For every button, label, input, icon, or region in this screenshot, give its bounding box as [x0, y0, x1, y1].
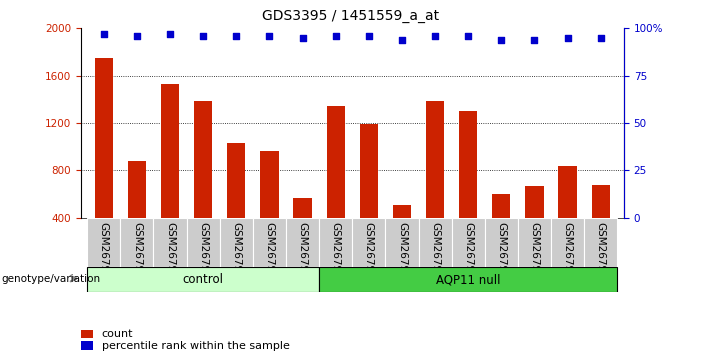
- Point: [165, 31, 176, 37]
- Bar: [451, 218, 485, 267]
- Text: GSM267989: GSM267989: [496, 222, 506, 285]
- Point: [98, 31, 109, 37]
- Text: GSM267980: GSM267980: [99, 222, 109, 285]
- Bar: [128, 161, 146, 218]
- Text: count: count: [102, 329, 133, 339]
- Point: [595, 35, 606, 41]
- Text: GSM267987: GSM267987: [430, 222, 440, 285]
- Bar: [186, 218, 219, 267]
- Point: [131, 33, 142, 39]
- Bar: [95, 58, 113, 218]
- Text: GDS3395 / 1451559_a_at: GDS3395 / 1451559_a_at: [262, 9, 439, 23]
- Bar: [418, 218, 451, 267]
- Point: [198, 33, 209, 39]
- Text: GSM267994: GSM267994: [297, 222, 308, 285]
- Point: [231, 33, 242, 39]
- Point: [264, 33, 275, 39]
- Bar: [525, 186, 543, 218]
- Bar: [253, 218, 286, 267]
- Bar: [360, 124, 378, 218]
- Text: genotype/variation: genotype/variation: [1, 274, 100, 284]
- Text: GSM267985: GSM267985: [397, 222, 407, 285]
- Point: [529, 37, 540, 42]
- Point: [363, 33, 374, 39]
- Bar: [492, 194, 510, 218]
- Bar: [161, 84, 179, 218]
- Text: control: control: [183, 273, 224, 286]
- Bar: [286, 218, 319, 267]
- Bar: [353, 218, 386, 267]
- Bar: [81, 341, 93, 350]
- Bar: [592, 184, 610, 218]
- Bar: [386, 218, 418, 267]
- Text: GSM267986: GSM267986: [198, 222, 208, 285]
- Bar: [551, 218, 584, 267]
- Point: [562, 35, 573, 41]
- Bar: [121, 218, 154, 267]
- Bar: [327, 107, 345, 218]
- Bar: [459, 111, 477, 218]
- Point: [330, 33, 341, 39]
- Text: percentile rank within the sample: percentile rank within the sample: [102, 341, 290, 350]
- Bar: [81, 330, 93, 338]
- Bar: [319, 267, 618, 292]
- Text: GSM267984: GSM267984: [364, 222, 374, 285]
- Text: AQP11 null: AQP11 null: [436, 273, 501, 286]
- Text: GSM267983: GSM267983: [165, 222, 175, 285]
- Point: [297, 35, 308, 41]
- Bar: [426, 101, 444, 218]
- Bar: [260, 152, 278, 218]
- Text: GSM267982: GSM267982: [132, 222, 142, 285]
- Text: GSM267991: GSM267991: [264, 222, 274, 285]
- Point: [463, 33, 474, 39]
- Bar: [194, 101, 212, 218]
- Bar: [227, 143, 245, 218]
- Text: GSM267992: GSM267992: [529, 222, 540, 285]
- Bar: [154, 218, 186, 267]
- Bar: [87, 267, 319, 292]
- Text: GSM267981: GSM267981: [331, 222, 341, 285]
- Text: GSM267990: GSM267990: [231, 222, 241, 285]
- Bar: [219, 218, 253, 267]
- Bar: [485, 218, 518, 267]
- Text: GSM267995: GSM267995: [596, 222, 606, 285]
- Bar: [559, 166, 577, 218]
- Bar: [319, 218, 353, 267]
- Text: GSM267993: GSM267993: [563, 222, 573, 285]
- Point: [430, 33, 441, 39]
- Bar: [393, 205, 411, 218]
- Bar: [294, 198, 312, 218]
- Point: [396, 37, 407, 42]
- Bar: [584, 218, 618, 267]
- Bar: [87, 218, 121, 267]
- Bar: [518, 218, 551, 267]
- Point: [496, 37, 507, 42]
- Text: GSM267988: GSM267988: [463, 222, 473, 285]
